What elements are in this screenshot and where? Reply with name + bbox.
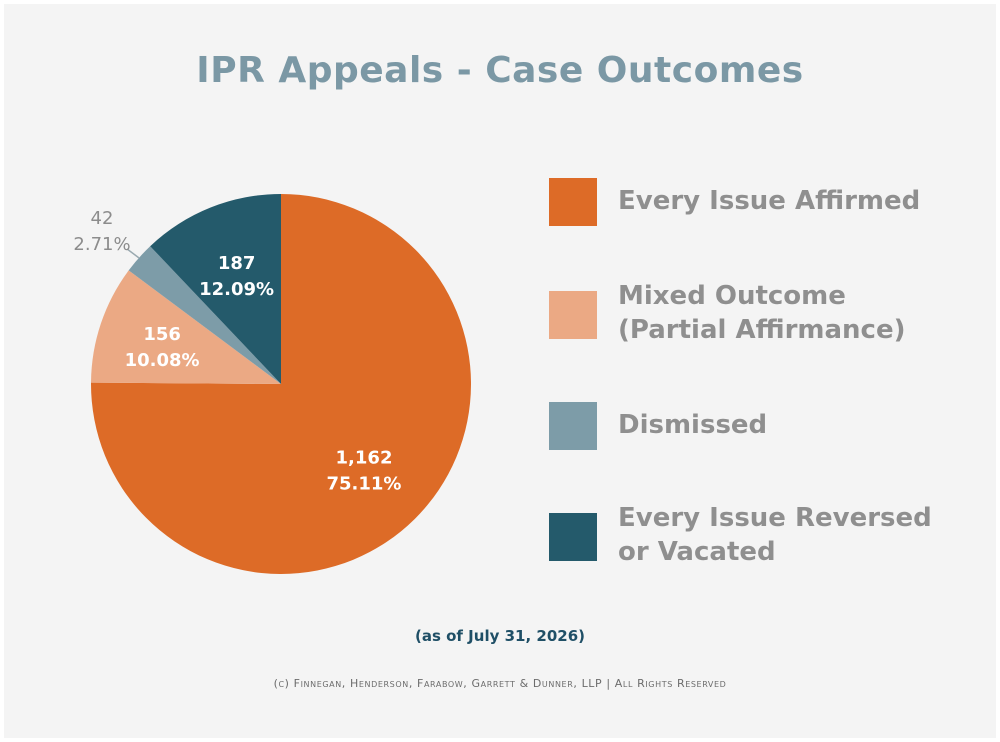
data-label-percent-affirmed: 75.11% [327,474,402,495]
data-label-percent-reversed: 12.09% [199,279,274,300]
legend-swatch-mixed [549,291,597,339]
data-label-value-dismissed: 42 [91,208,114,229]
legend-label-dismissed: Dismissed [618,410,768,440]
legend-swatch-affirmed [549,178,597,226]
pie-slice-mixed [91,270,282,384]
data-label-value-affirmed: 1,162 [336,448,393,469]
legend-label-reversed: Every Issue Reversed or Vacated [618,503,932,567]
data-label-value-mixed: 156 [143,324,181,345]
legend-swatch-dismissed [549,402,597,450]
chart-title: IPR Appeals - Case Outcomes [196,50,804,91]
copyright-notice: (c) Finnegan, Henderson, Farabow, Garret… [273,677,727,690]
data-label-value-reversed: 187 [218,253,256,274]
data-label-percent-mixed: 10.08% [125,350,200,371]
pie-slice-dismissed [128,246,281,384]
leader-line-dismissed [126,248,140,259]
as-of-date: (as of July 31, 2026) [415,627,585,645]
data-label-percent-dismissed: 2.71% [73,234,130,255]
legend-label-mixed: Mixed Outcome (Partial Affirmance) [618,281,906,345]
pie-slice-affirmed [91,194,472,575]
legend-swatch-reversed [549,513,597,561]
pie-slice-reversed [150,194,281,384]
legend-label-affirmed: Every Issue Affirmed [618,186,921,216]
